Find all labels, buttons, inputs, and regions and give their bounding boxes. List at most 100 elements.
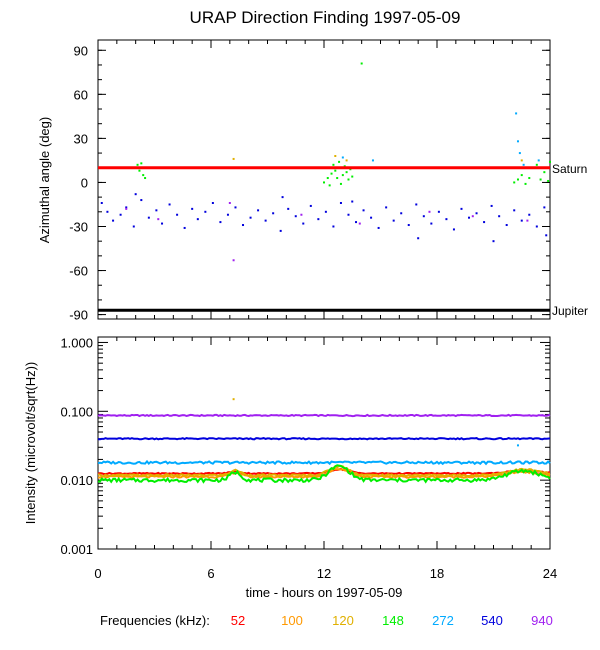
intensity-line-540 [97, 437, 551, 441]
azimuth-point-540 [249, 216, 252, 219]
frequency-legend-52: 52 [231, 613, 245, 628]
azimuth-point-540 [492, 240, 495, 243]
azimuth-point-540 [242, 224, 245, 227]
azimuth-point-272 [515, 112, 518, 115]
azimuth-point-540 [417, 237, 420, 240]
azimuth-point-540 [183, 226, 186, 229]
azimuth-point-540 [483, 221, 486, 224]
azimuth-y-tick-label: -90 [69, 308, 88, 323]
azimuth-point-148 [326, 177, 329, 180]
azimuth-point-540 [211, 201, 214, 204]
azimuth-point-540 [287, 207, 290, 210]
azimuth-point-940 [228, 201, 231, 204]
azimuth-point-148 [549, 160, 551, 163]
azimuth-ticks: 90 60 30 0 -30 -60 -90 [69, 43, 550, 323]
azimuth-y-tick-label: -30 [69, 219, 88, 234]
azimuth-point-148 [524, 182, 527, 185]
azimuth-point-940 [300, 213, 303, 216]
azimuth-point-540 [309, 204, 312, 207]
azimuth-point-540 [355, 221, 358, 224]
intensity-y-tick-label: 1.000 [60, 335, 93, 350]
frequency-legend-940: 940 [531, 613, 553, 628]
azimuth-point-148 [341, 174, 344, 177]
azimuth-point-120 [232, 157, 235, 160]
frequency-legend-100: 100 [281, 613, 303, 628]
azimuth-point-540 [422, 215, 425, 218]
azimuth-point-148 [516, 178, 519, 181]
azimuth-point-540 [281, 196, 284, 199]
azimuth-point-540 [400, 212, 403, 215]
azimuth-point-540 [219, 221, 222, 224]
intensity-line-120 [97, 464, 551, 478]
azimuth-point-148 [144, 177, 147, 180]
intensity-y-tick-label: 0.001 [60, 542, 93, 557]
azimuth-point-540 [106, 210, 109, 213]
azimuth-point-540 [430, 222, 433, 225]
intensity-lines [97, 398, 551, 484]
azimuth-point-540 [234, 206, 237, 209]
azimuth-point-540 [176, 213, 179, 216]
azimuth-point-540 [513, 209, 516, 212]
intensity-panel: Intensity (microvolt/sqrt(Hz)) 1.000 0.10… [23, 335, 551, 557]
azimuth-point-940 [526, 219, 529, 222]
intensity-outlier-272 [516, 444, 519, 447]
azimuth-point-148 [334, 169, 337, 172]
azimuth-point-148 [535, 163, 538, 166]
reference-label-saturn: Saturn [552, 162, 587, 176]
azimuth-point-540 [437, 210, 440, 213]
azimuth-point-148 [360, 62, 363, 65]
azimuth-point-940 [157, 218, 160, 221]
azimuth-point-148 [347, 178, 350, 181]
azimuth-point-540 [332, 225, 335, 228]
azimuth-point-148 [138, 169, 141, 172]
figure-title: URAP Direction Finding 1997-05-09 [190, 8, 461, 27]
azimuth-point-148 [543, 171, 546, 174]
azimuth-plot-frame [97, 39, 551, 320]
azimuth-point-540 [475, 212, 478, 215]
azimuth-point-540 [147, 216, 150, 219]
azimuth-panel: Azimuthal angle (deg) 90 60 30 0 -30 -60 -90 S… [37, 39, 588, 323]
azimuth-points [100, 62, 551, 262]
azimuth-point-148 [339, 182, 342, 185]
azimuth-point-540 [134, 193, 137, 196]
azimuth-point-940 [471, 215, 474, 218]
intensity-y-axis-label: Intensity (microvolt/sqrt(Hz)) [23, 362, 38, 525]
intensity-line-148 [97, 464, 551, 484]
azimuth-point-540 [468, 216, 471, 219]
azimuth-point-540 [505, 224, 508, 227]
frequency-legend-148: 148 [382, 613, 404, 628]
intensity-y-tick-label: 0.100 [60, 404, 93, 419]
reference-label-jupiter: Jupiter [552, 304, 588, 318]
azimuth-point-148 [345, 171, 348, 174]
azimuth-point-540 [370, 216, 373, 219]
azimuth-point-540 [204, 210, 207, 213]
azimuth-point-940 [428, 210, 431, 213]
azimuth-point-148 [528, 177, 531, 180]
azimuth-point-540 [302, 222, 305, 225]
azimuth-point-540 [140, 199, 143, 202]
azimuth-point-540 [161, 222, 164, 225]
azimuth-point-540 [132, 225, 135, 228]
azimuth-point-148 [336, 177, 339, 180]
x-tick-label: 24 [543, 566, 557, 581]
azimuth-point-540 [490, 204, 493, 207]
frequency-legend-540: 540 [481, 613, 503, 628]
azimuth-point-540 [535, 225, 538, 228]
azimuth-y-tick-label: 30 [74, 131, 88, 146]
azimuth-point-540 [392, 219, 395, 222]
azimuth-point-148 [330, 172, 333, 175]
azimuth-point-540 [112, 219, 115, 222]
azimuth-point-540 [294, 215, 297, 218]
azimuth-point-540 [155, 209, 158, 212]
azimuth-point-148 [351, 175, 354, 178]
azimuth-point-272 [341, 156, 344, 159]
azimuth-y-axis-label: Azimuthal angle (deg) [37, 117, 52, 243]
azimuth-point-120 [334, 155, 337, 158]
azimuth-point-272 [537, 159, 540, 162]
azimuth-point-540 [545, 234, 548, 237]
azimuth-point-540 [226, 213, 229, 216]
azimuth-point-540 [119, 213, 122, 216]
frequency-legend-120: 120 [332, 613, 354, 628]
azimuth-point-540 [279, 229, 282, 232]
